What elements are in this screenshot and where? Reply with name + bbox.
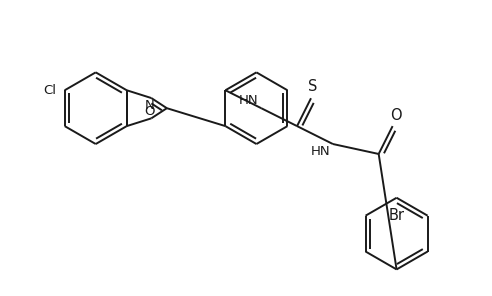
Text: O: O — [390, 108, 401, 123]
Text: O: O — [144, 105, 154, 118]
Text: Br: Br — [389, 208, 404, 223]
Text: S: S — [308, 79, 318, 94]
Text: N: N — [145, 99, 154, 112]
Text: HN: HN — [239, 94, 258, 107]
Text: HN: HN — [310, 145, 330, 158]
Text: Cl: Cl — [44, 84, 57, 97]
